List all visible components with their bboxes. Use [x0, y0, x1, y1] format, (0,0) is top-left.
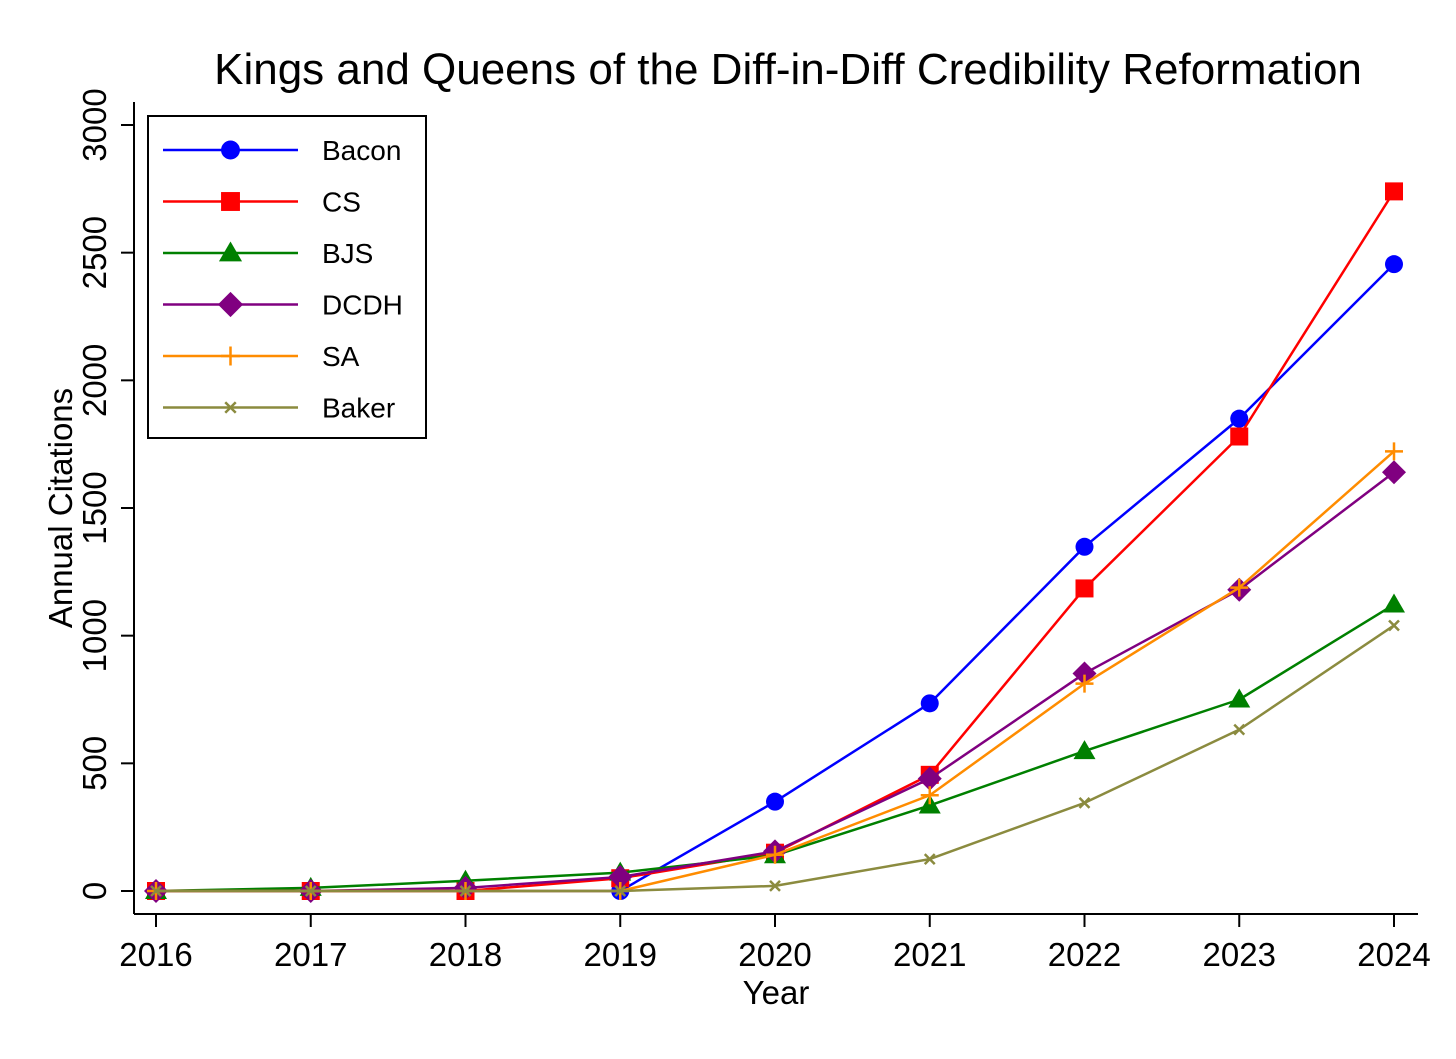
data-point-baker	[769, 880, 781, 892]
y-tick-label: 500	[76, 736, 113, 791]
legend-item-baker: Baker	[163, 393, 395, 424]
legend-marker-circle	[221, 140, 240, 160]
data-point-baker	[304, 885, 317, 897]
data-point-bacon	[1230, 409, 1249, 428]
data-point-bjs	[1073, 740, 1096, 760]
y-tick-label: 2500	[76, 216, 113, 289]
series-line-dcdh	[156, 471, 1395, 893]
legend-item-bjs: BJS	[163, 238, 373, 269]
data-point-cs	[1075, 579, 1094, 598]
legend-label: Bacon	[322, 135, 401, 166]
series-layer	[144, 182, 1406, 903]
series-dcdh	[144, 460, 1406, 903]
x-tick-label: 2019	[584, 936, 657, 973]
x-tick-label: 2024	[1357, 936, 1430, 973]
data-point-sa	[920, 786, 939, 805]
data-point-dcdh	[1382, 460, 1406, 485]
x-tick-label: 2023	[1203, 936, 1276, 973]
y-tick-label: 1000	[76, 599, 113, 672]
legend-item-sa: SA	[163, 341, 360, 372]
legend-item-cs: CS	[163, 187, 361, 218]
legend-item-bacon: Bacon	[163, 135, 401, 166]
data-point-bjs	[1228, 688, 1251, 708]
legend-label: CS	[322, 187, 361, 218]
legend-label: BJS	[322, 238, 373, 269]
data-point-baker	[1388, 619, 1400, 632]
y-tick-label: 2000	[76, 344, 113, 417]
x-tick-label: 2021	[893, 936, 966, 973]
x-tick-label: 2016	[119, 936, 192, 973]
x-tick-label: 2017	[274, 936, 347, 973]
data-point-sa	[1230, 578, 1249, 597]
legend-label: SA	[322, 341, 360, 372]
data-point-baker	[1233, 723, 1246, 736]
y-tick-label: 3000	[76, 88, 113, 161]
data-point-baker	[614, 885, 627, 897]
data-point-sa	[1385, 442, 1403, 461]
data-point-sa	[1075, 674, 1094, 693]
legend-item-dcdh: DCDH	[163, 290, 403, 321]
data-point-baker	[459, 885, 472, 897]
chart-title: Kings and Queens of the Diff-in-Diff Cre…	[214, 45, 1362, 94]
data-point-sa	[766, 845, 784, 864]
legend-marker-diamond	[217, 291, 244, 318]
x-tick-label: 2020	[738, 936, 811, 973]
series-baker	[150, 619, 1400, 897]
data-point-cs	[1230, 427, 1249, 446]
data-point-baker	[1078, 797, 1091, 809]
data-point-bacon	[920, 694, 939, 713]
legend-box	[147, 115, 427, 439]
data-point-baker	[150, 885, 162, 897]
series-sa	[147, 442, 1403, 900]
series-line-sa	[156, 450, 1395, 893]
data-point-bacon	[766, 792, 784, 811]
data-point-dcdh	[608, 864, 633, 889]
legend-marker-triangle	[218, 241, 243, 262]
data-point-bacon	[1075, 537, 1094, 556]
legend-marker-plus	[221, 346, 240, 366]
data-point-bacon	[1385, 255, 1403, 274]
data-point-baker	[923, 853, 936, 865]
data-point-cs	[1385, 182, 1403, 201]
data-point-bjs	[1383, 593, 1405, 613]
x-tick-label: 2018	[429, 936, 502, 973]
x-axis-label: Year	[743, 974, 810, 1011]
data-point-dcdh	[917, 766, 942, 791]
legend-label: Baker	[322, 393, 395, 424]
legend-marker-square	[221, 192, 240, 211]
axis-ticks: 2016 2017 2018 2019 2020 2021 2022 2023 2024 0 500…	[76, 88, 1431, 973]
y-tick-label: 0	[76, 882, 113, 900]
legend-marker-x	[224, 401, 237, 414]
y-axis-label: Annual Citations	[42, 388, 79, 628]
x-tick-label: 2022	[1048, 936, 1121, 973]
legend-label: DCDH	[322, 290, 403, 321]
y-tick-label: 1500	[76, 471, 113, 544]
legend: Bacon CS BJS DCDH SA Baker	[147, 115, 427, 439]
